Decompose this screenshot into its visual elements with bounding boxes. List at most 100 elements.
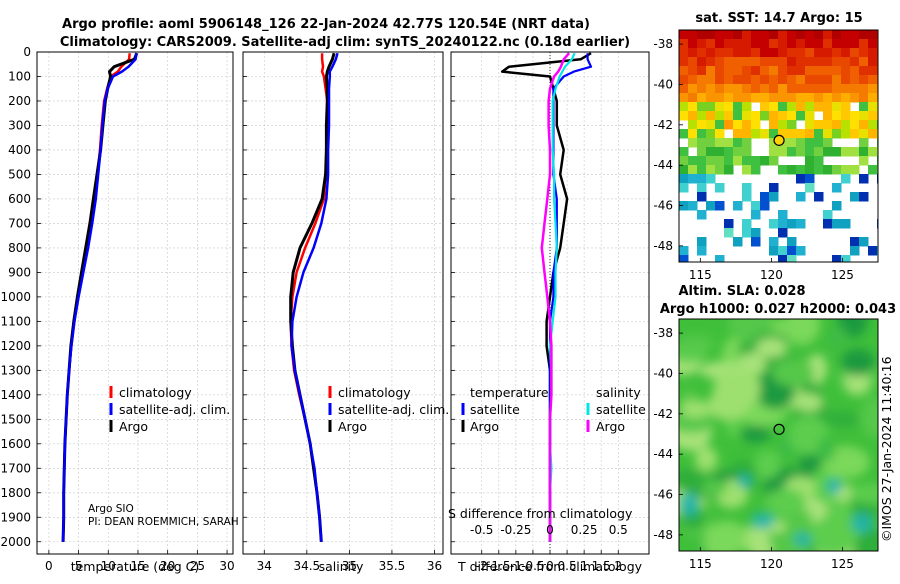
- sst-cell: [850, 66, 860, 76]
- sst-cell: [733, 138, 743, 148]
- sst-cell: [733, 156, 743, 166]
- depth-tick-label: 1000: [0, 290, 31, 304]
- sst-cell: [841, 219, 851, 229]
- sla-map: Altim. SLA: 0.028 Argo h1000: 0.027 h200…: [653, 284, 896, 571]
- sst-cell: [787, 246, 797, 256]
- sst-cell: [769, 111, 779, 121]
- sst-cell: [859, 48, 869, 58]
- sst-cell: [706, 39, 716, 49]
- sst-cell: [859, 129, 869, 139]
- sst-cell: [823, 111, 833, 121]
- sst-cell: [760, 66, 770, 76]
- temperature-series: [61, 52, 139, 542]
- sst-cell: [724, 219, 734, 229]
- sst-cell: [787, 48, 797, 58]
- sla-map-box: [678, 318, 879, 552]
- sst-cell: [706, 84, 716, 94]
- sst-cell: [760, 30, 770, 40]
- sla-blob: [840, 348, 875, 376]
- sst-cell: [805, 66, 815, 76]
- sst-cell: [688, 93, 698, 103]
- argo-center-label: Argo SIO: [88, 503, 134, 515]
- sla-blob: [679, 334, 715, 351]
- sst-cell: [715, 57, 725, 67]
- sla-blob: [713, 368, 761, 409]
- sst-cell: [805, 111, 815, 121]
- sst-cell: [787, 120, 797, 130]
- sst-cell: [787, 66, 797, 76]
- sst-cell: [841, 174, 851, 184]
- sst-cell: [868, 129, 878, 139]
- x-tick-label: 15: [130, 559, 145, 573]
- sla-blob: [799, 452, 822, 472]
- sst-cell: [679, 129, 689, 139]
- map-lon-label: 120: [760, 557, 783, 571]
- sst-cell: [841, 57, 851, 67]
- sst-cell: [823, 147, 833, 157]
- sst-cell: [832, 39, 842, 49]
- sst-cell: [715, 75, 725, 85]
- sst-cell: [787, 147, 797, 157]
- s-diff-tick-label: -0.25: [500, 523, 531, 537]
- sst-cell: [706, 111, 716, 121]
- sst-cell: [760, 57, 770, 67]
- sst-cell: [724, 93, 734, 103]
- sst-cell: [715, 156, 725, 166]
- sst-cell: [733, 120, 743, 130]
- depth-tick-label: 1500: [0, 412, 31, 426]
- sst-cell: [841, 120, 851, 130]
- sst-cell: [850, 30, 860, 40]
- sst-cell: [733, 147, 743, 157]
- sst-cell: [787, 237, 797, 247]
- sst-cell: [715, 129, 725, 139]
- sla-blob: [795, 393, 823, 412]
- map-lat-label: -46: [653, 488, 673, 502]
- sst-cell: [679, 84, 689, 94]
- sst-cell: [841, 84, 851, 94]
- sst-cell: [805, 138, 815, 148]
- sst-cell: [832, 120, 842, 130]
- sst-cell: [778, 129, 788, 139]
- sst-cell: [679, 111, 689, 121]
- sst-cell: [688, 66, 698, 76]
- sst-cell: [760, 93, 770, 103]
- sst-cell: [688, 174, 698, 184]
- x-tick-label: -0.5: [521, 559, 544, 573]
- sst-cell: [787, 255, 797, 262]
- sst-cell: [715, 102, 725, 112]
- sst-cell: [796, 39, 806, 49]
- sst-cell: [823, 93, 833, 103]
- sst-cell: [688, 102, 698, 112]
- sst-cell: [697, 48, 707, 58]
- x-tick-label: 35.5: [379, 559, 406, 573]
- map-lat-label: -38: [653, 326, 673, 340]
- sst-cell: [679, 93, 689, 103]
- sst-cell: [805, 57, 815, 67]
- sst-cell: [733, 66, 743, 76]
- sla-high-blob: [851, 513, 874, 534]
- sla-blob: [826, 411, 860, 428]
- sst-cell: [859, 147, 869, 157]
- difference-series: [500, 52, 593, 554]
- sst-cell: [688, 156, 698, 166]
- sst-cell: [814, 147, 824, 157]
- sst-cell: [868, 120, 878, 130]
- sst-cell: [832, 66, 842, 76]
- t-difference-xlabel: T difference from climatology: [457, 559, 643, 574]
- sst-cell: [751, 228, 761, 238]
- sst-cell: [814, 129, 824, 139]
- sst-cell: [751, 210, 761, 220]
- map-lon-label: 125: [831, 268, 854, 282]
- sst-cell: [742, 30, 752, 40]
- sst-cell: [679, 246, 689, 256]
- sst-cell: [805, 30, 815, 40]
- sst-cell: [796, 138, 806, 148]
- sst-cell: [706, 138, 716, 148]
- sst-cell: [697, 210, 707, 220]
- sst-cell: [688, 111, 698, 121]
- sst-cell: [706, 66, 716, 76]
- sst-cell: [760, 102, 770, 112]
- sst-cell: [733, 48, 743, 58]
- sst-cell: [715, 255, 725, 262]
- sst-cell: [742, 84, 752, 94]
